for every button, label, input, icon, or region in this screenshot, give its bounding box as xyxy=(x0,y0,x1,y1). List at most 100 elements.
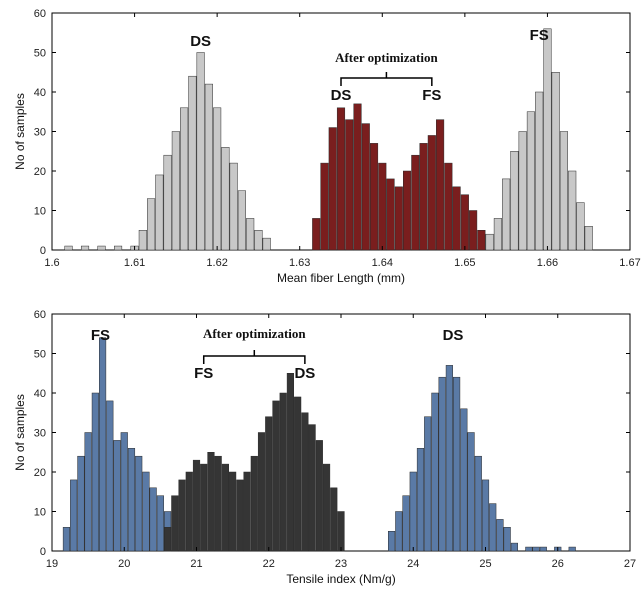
histogram-bars xyxy=(64,28,593,251)
histogram-bar xyxy=(286,373,295,552)
tensile-index-histogram: 19 20 21 22 23 24 25 26 27 0 10 20 30 40 50 60 Tensile … xyxy=(13,309,636,586)
x-tick-label: 20 xyxy=(118,558,130,570)
histogram-bar xyxy=(142,471,150,552)
histogram-bar xyxy=(178,479,186,552)
histogram-bar xyxy=(221,463,229,552)
histogram-bar xyxy=(188,75,197,251)
histogram-bar xyxy=(106,400,114,552)
histogram-bar xyxy=(427,135,436,251)
x-tick-label: 1.65 xyxy=(454,257,475,269)
annotation-right-label: FS xyxy=(530,27,549,44)
y-axis-label: No of samples xyxy=(13,394,27,471)
y-tick-label: 40 xyxy=(34,87,46,99)
histogram-bar xyxy=(236,479,244,552)
annotation-bracket xyxy=(202,350,306,364)
histogram-bar xyxy=(584,226,593,251)
histogram-bar xyxy=(322,463,331,552)
histogram-bar xyxy=(312,218,321,251)
histogram-bar xyxy=(416,448,425,552)
histogram-bar xyxy=(485,233,494,251)
histogram-bar xyxy=(424,416,432,552)
histogram-bar xyxy=(214,455,222,552)
x-tick-label: 21 xyxy=(190,558,202,570)
histogram-bar xyxy=(411,154,420,251)
histogram-bar xyxy=(279,392,287,552)
histogram-bar xyxy=(70,479,78,552)
histogram-bar xyxy=(576,202,585,251)
annotation-bracket-title: After optimization xyxy=(203,326,306,341)
histogram-bar xyxy=(301,412,309,552)
histogram-bar xyxy=(308,424,316,552)
x-tick-label: 26 xyxy=(552,558,564,570)
y-tick-label: 40 xyxy=(34,388,46,400)
annotation-bracket-title: After optimization xyxy=(335,50,438,65)
y-tick-label: 10 xyxy=(34,206,46,218)
histogram-bar xyxy=(503,527,511,552)
x-tick-label: 1.63 xyxy=(289,257,310,269)
y-tick-label: 20 xyxy=(34,467,46,479)
histogram-bar xyxy=(510,151,519,251)
x-tick-label: 1.6 xyxy=(44,257,59,269)
y-tick-label: 60 xyxy=(34,309,46,321)
y-tick-label: 0 xyxy=(40,245,46,257)
histogram-bar xyxy=(250,455,258,552)
y-tick-label: 10 xyxy=(34,507,46,519)
histogram-bar xyxy=(62,527,71,552)
annotation-left-label: DS xyxy=(190,33,211,50)
histogram-bar xyxy=(474,455,482,552)
histogram-bar xyxy=(64,245,73,251)
histogram-bar xyxy=(525,546,533,552)
annotation-bracket-right-label: FS xyxy=(422,87,441,104)
histogram-bar xyxy=(369,143,379,251)
histogram-bar xyxy=(229,162,238,251)
x-tick-label: 24 xyxy=(407,558,419,570)
histogram-bar xyxy=(445,365,453,552)
histogram-bar xyxy=(436,119,445,251)
histogram-bar xyxy=(419,143,428,251)
histogram-bar xyxy=(452,186,461,251)
histogram-bar xyxy=(493,218,502,251)
histogram-bar xyxy=(337,511,345,552)
histogram-bar xyxy=(403,170,412,251)
histogram-bar xyxy=(539,546,547,552)
y-axis-label: No of samples xyxy=(13,93,27,170)
histogram-bar xyxy=(147,198,156,251)
x-tick-label: 23 xyxy=(335,558,347,570)
annotation-bracket-left-label: FS xyxy=(194,365,213,382)
histogram-bar xyxy=(518,131,527,251)
histogram-bar xyxy=(551,72,560,251)
x-tick-label: 27 xyxy=(624,558,636,570)
y-tick-label: 30 xyxy=(34,127,46,139)
histogram-bar xyxy=(237,190,246,251)
histogram-bar xyxy=(84,432,92,552)
histogram-bar xyxy=(320,162,329,251)
annotation-bracket-right-label: DS xyxy=(294,365,315,382)
histogram-bar xyxy=(272,400,280,552)
x-tick-label: 1.67 xyxy=(619,257,640,269)
annotation-bracket xyxy=(340,72,433,86)
histogram-bar xyxy=(164,527,172,552)
x-axis-label: Tensile index (Nm/g) xyxy=(286,572,395,586)
histogram-bar xyxy=(213,107,222,251)
histogram-bar xyxy=(315,440,323,552)
histogram-bar xyxy=(254,230,263,251)
x-axis-label: Mean fiber Length (mm) xyxy=(277,271,405,285)
histogram-bar xyxy=(336,107,346,251)
histogram-bar xyxy=(77,455,85,552)
histogram-bar xyxy=(97,245,106,251)
histogram-bar xyxy=(568,170,577,251)
histogram-bar xyxy=(114,245,123,251)
x-tick-label: 19 xyxy=(46,558,58,570)
histogram-bar xyxy=(345,119,354,251)
histogram-bar xyxy=(127,448,136,552)
histogram-bar xyxy=(171,131,180,251)
histogram-bar xyxy=(246,218,255,251)
histogram-bar xyxy=(444,162,453,251)
histogram-bar xyxy=(460,194,469,251)
histogram-bar xyxy=(386,178,395,251)
histogram-bar xyxy=(192,459,201,552)
histogram-bar xyxy=(395,511,403,552)
histogram-bar xyxy=(535,91,544,251)
histogram-bar xyxy=(409,471,417,552)
histogram-bar xyxy=(330,487,338,552)
